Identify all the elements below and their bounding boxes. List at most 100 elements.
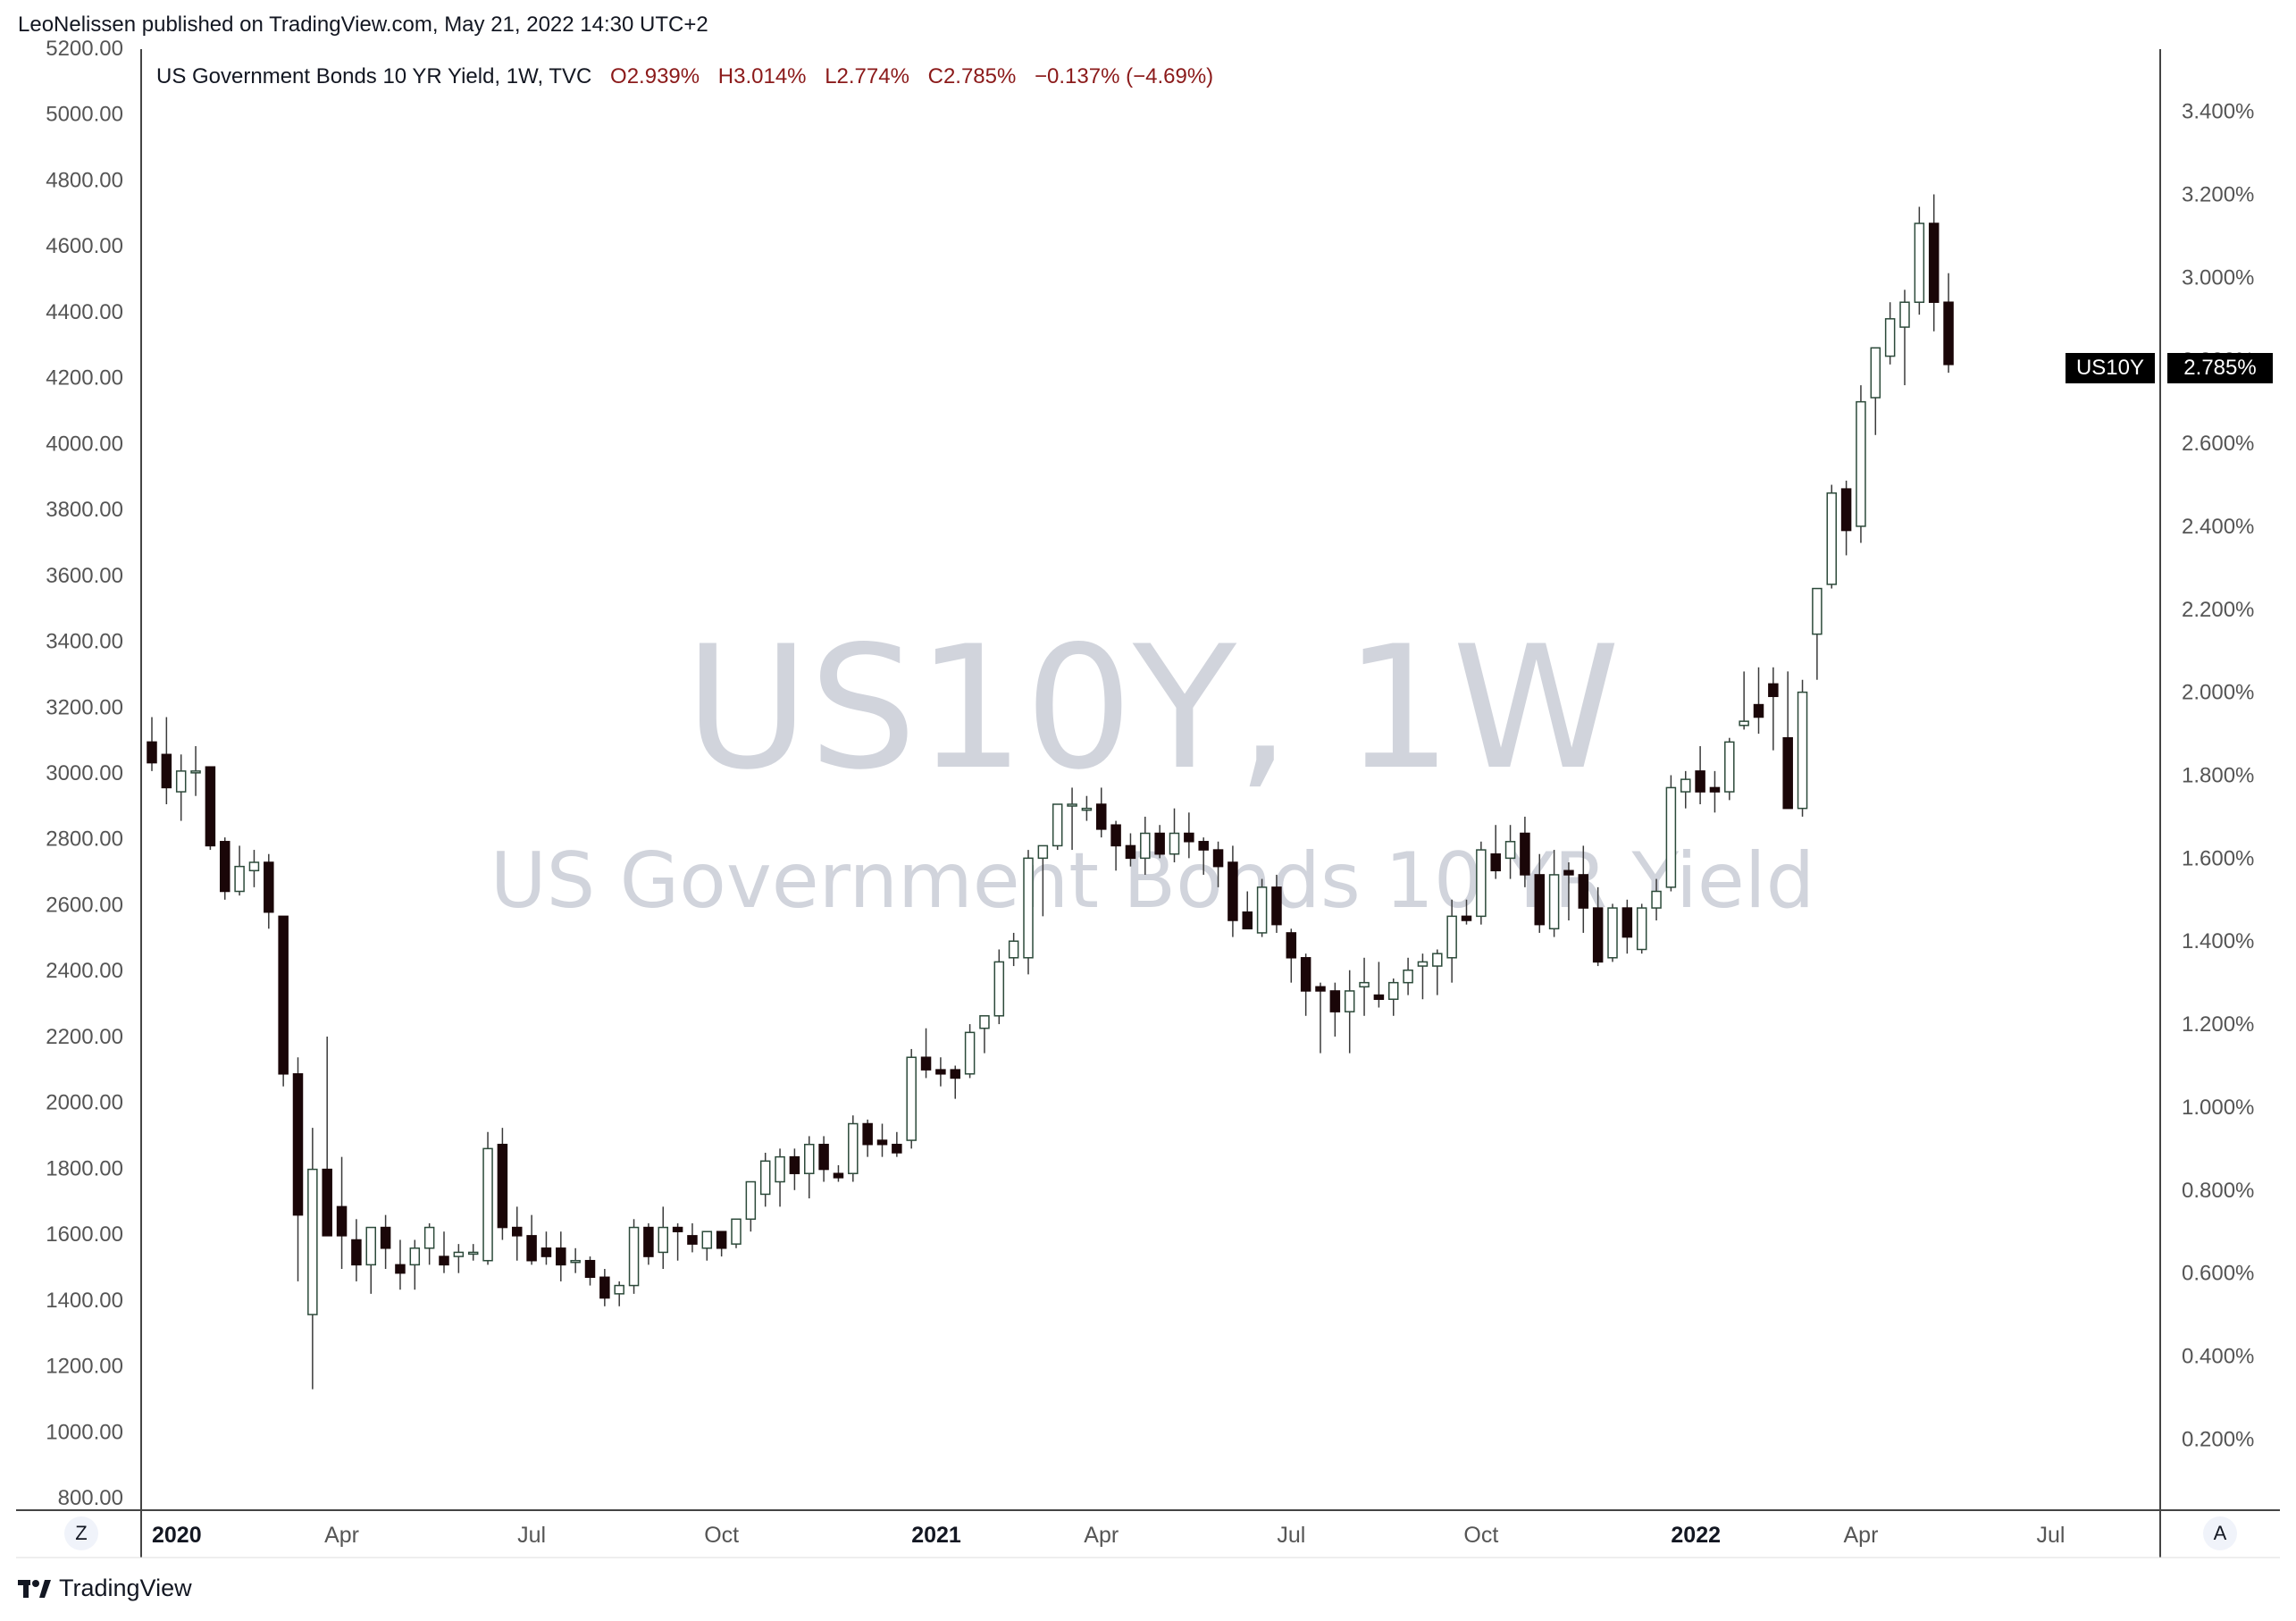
- candle[interactable]: [1271, 874, 1282, 933]
- candle[interactable]: [1812, 587, 1823, 680]
- candle[interactable]: [1592, 886, 1604, 967]
- candle[interactable]: [190, 746, 201, 796]
- candle[interactable]: [833, 1164, 844, 1182]
- candle[interactable]: [687, 1222, 698, 1253]
- candle[interactable]: [264, 853, 274, 929]
- candle[interactable]: [234, 845, 245, 896]
- candle[interactable]: [1037, 844, 1049, 917]
- candle[interactable]: [759, 1153, 771, 1207]
- candle[interactable]: [701, 1230, 713, 1261]
- candle[interactable]: [804, 1136, 815, 1199]
- candle[interactable]: [497, 1128, 508, 1240]
- candle[interactable]: [1286, 928, 1297, 983]
- candle[interactable]: [1548, 850, 1560, 937]
- candle[interactable]: [1884, 302, 1896, 365]
- candle[interactable]: [1928, 194, 1940, 332]
- candle[interactable]: [161, 717, 172, 805]
- candle[interactable]: [336, 1156, 348, 1269]
- candle[interactable]: [1621, 899, 1633, 954]
- candle[interactable]: [1607, 903, 1618, 962]
- candle[interactable]: [1125, 833, 1136, 867]
- candle[interactable]: [1067, 787, 1077, 851]
- candle[interactable]: [716, 1230, 727, 1257]
- candle[interactable]: [1110, 820, 1121, 871]
- candle[interactable]: [964, 1024, 976, 1079]
- candle[interactable]: [1563, 862, 1574, 920]
- candle[interactable]: [1826, 484, 1837, 589]
- candle[interactable]: [380, 1214, 391, 1269]
- candle[interactable]: [395, 1239, 406, 1290]
- candle[interactable]: [993, 949, 1005, 1025]
- candle[interactable]: [1315, 982, 1326, 1054]
- candle[interactable]: [322, 1037, 332, 1237]
- candle[interactable]: [731, 1218, 742, 1248]
- candle[interactable]: [1490, 825, 1501, 879]
- candle[interactable]: [818, 1136, 829, 1182]
- candle[interactable]: [409, 1239, 421, 1290]
- candle[interactable]: [307, 1128, 318, 1390]
- candle[interactable]: [1753, 667, 1764, 735]
- candle[interactable]: [423, 1222, 435, 1265]
- candle[interactable]: [526, 1214, 537, 1265]
- candle[interactable]: [453, 1244, 465, 1273]
- candle[interactable]: [745, 1180, 757, 1232]
- candle[interactable]: [556, 1231, 566, 1281]
- candle[interactable]: [862, 1119, 873, 1157]
- candle[interactable]: [1300, 953, 1311, 1016]
- left-price-axis[interactable]: 800.00 1000.00 1200.00 1400.00 1600.00 1800.0…: [46, 37, 123, 1510]
- candle[interactable]: [248, 850, 260, 887]
- candle[interactable]: [1870, 347, 1881, 435]
- candle[interactable]: [876, 1123, 888, 1157]
- candle[interactable]: [1797, 679, 1808, 817]
- candle[interactable]: [1578, 845, 1589, 933]
- candle[interactable]: [599, 1269, 610, 1306]
- candle[interactable]: [1154, 825, 1165, 859]
- candle[interactable]: [1739, 671, 1749, 730]
- candle[interactable]: [482, 1131, 493, 1265]
- candle[interactable]: [365, 1226, 376, 1294]
- candle[interactable]: [205, 766, 216, 851]
- candle[interactable]: [351, 1219, 362, 1281]
- candle[interactable]: [1008, 932, 1019, 967]
- candle[interactable]: [1184, 812, 1194, 859]
- candle[interactable]: [540, 1231, 552, 1265]
- candle[interactable]: [439, 1231, 449, 1273]
- candle[interactable]: [950, 1065, 960, 1099]
- candle[interactable]: [906, 1048, 917, 1149]
- candle[interactable]: [1169, 808, 1180, 862]
- candle[interactable]: [1695, 746, 1705, 804]
- candle[interactable]: [147, 717, 157, 771]
- candle[interactable]: [1534, 853, 1545, 933]
- candle[interactable]: [1665, 775, 1677, 892]
- candle[interactable]: [1446, 899, 1457, 983]
- candle[interactable]: [1081, 795, 1093, 821]
- candle[interactable]: [1520, 816, 1530, 887]
- candle[interactable]: [570, 1247, 581, 1273]
- candle[interactable]: [1432, 949, 1443, 995]
- candle[interactable]: [1140, 816, 1151, 875]
- candle[interactable]: [1476, 841, 1487, 925]
- candle[interactable]: [1023, 850, 1034, 975]
- candle[interactable]: [1461, 899, 1472, 925]
- candle[interactable]: [1840, 480, 1852, 556]
- candle[interactable]: [643, 1222, 654, 1265]
- candle[interactable]: [1636, 903, 1647, 954]
- candle[interactable]: [614, 1281, 624, 1306]
- candle[interactable]: [1329, 982, 1341, 1037]
- candle[interactable]: [292, 1057, 304, 1281]
- candle[interactable]: [920, 1028, 932, 1079]
- candle[interactable]: [775, 1148, 785, 1207]
- candle[interactable]: [1096, 787, 1107, 838]
- candle[interactable]: [1052, 803, 1063, 851]
- candle[interactable]: [1651, 878, 1662, 920]
- candle[interactable]: [1943, 273, 1954, 374]
- candle[interactable]: [672, 1222, 683, 1261]
- candle[interactable]: [1504, 825, 1516, 879]
- candle[interactable]: [1403, 957, 1413, 995]
- footer-brand[interactable]: TradingView: [18, 1575, 192, 1602]
- candle[interactable]: [1242, 891, 1253, 930]
- candle[interactable]: [1680, 770, 1691, 809]
- candle[interactable]: [1768, 667, 1779, 751]
- candle[interactable]: [1228, 845, 1238, 937]
- candle[interactable]: [979, 1015, 990, 1054]
